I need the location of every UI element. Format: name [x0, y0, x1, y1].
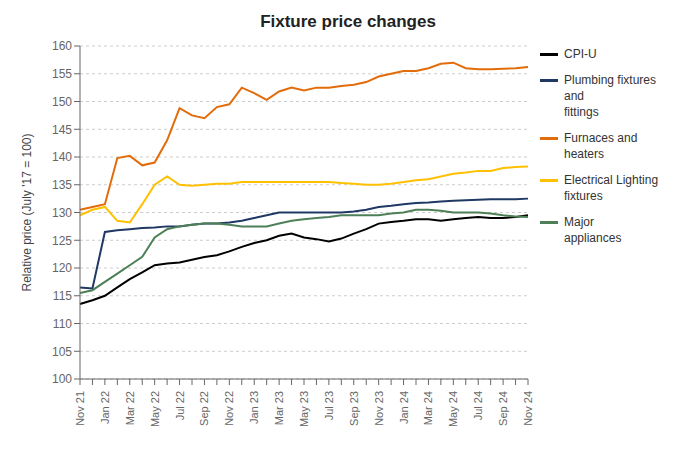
svg-text:Nov 23: Nov 23	[373, 391, 385, 426]
svg-text:100: 100	[52, 372, 72, 386]
svg-text:Sep 24: Sep 24	[497, 391, 509, 426]
svg-text:Jul 23: Jul 23	[323, 391, 335, 420]
svg-text:155: 155	[52, 67, 72, 81]
svg-text:125: 125	[52, 234, 72, 248]
svg-text:135: 135	[52, 178, 72, 192]
svg-text:145: 145	[52, 123, 72, 137]
svg-text:Mar 24: Mar 24	[422, 391, 434, 425]
svg-text:May 23: May 23	[298, 391, 310, 427]
html-text:CPI-U: CPI-U	[564, 47, 597, 61]
svg-text:140: 140	[52, 150, 72, 164]
svg-text:Jul 22: Jul 22	[174, 391, 186, 420]
html-text:Major appliances: Major appliances	[564, 215, 622, 245]
svg-text:Jan 22: Jan 22	[99, 391, 111, 424]
svg-text:120: 120	[52, 261, 72, 275]
svg-text:Relative price (July '17 = 100: Relative price (July '17 = 100)	[20, 133, 34, 291]
svg-text:Sep 22: Sep 22	[198, 391, 210, 426]
svg-text:May 22: May 22	[149, 391, 161, 427]
html-text:Plumbing fixtures and fittings: Plumbing fixtures and fittings	[564, 73, 656, 119]
html-text:Electrical Lighting fixtures: Electrical Lighting fixtures	[564, 173, 659, 203]
svg-text:Jan 24: Jan 24	[398, 391, 410, 424]
svg-text:Jul 24: Jul 24	[472, 391, 484, 420]
svg-text:Nov 24: Nov 24	[522, 391, 534, 426]
svg-text:May 24: May 24	[447, 391, 459, 427]
svg-text:105: 105	[52, 345, 72, 359]
svg-text:Sep 23: Sep 23	[348, 391, 360, 426]
svg-text:Mar 22: Mar 22	[124, 391, 136, 425]
svg-text:115: 115	[53, 289, 72, 303]
svg-text:160: 160	[52, 39, 72, 53]
svg-text:Nov 21: Nov 21	[74, 391, 86, 426]
svg-text:Nov 22: Nov 22	[223, 391, 235, 426]
html-text:Fixture price changes: Fixture price changes	[260, 12, 436, 31]
svg-text:130: 130	[52, 206, 72, 220]
html-text:Furnaces and heaters: Furnaces and heaters	[564, 131, 638, 161]
svg-text:Jan 23: Jan 23	[248, 391, 260, 424]
svg-text:110: 110	[53, 317, 72, 331]
svg-text:150: 150	[52, 95, 72, 109]
svg-text:Mar 23: Mar 23	[273, 391, 285, 425]
